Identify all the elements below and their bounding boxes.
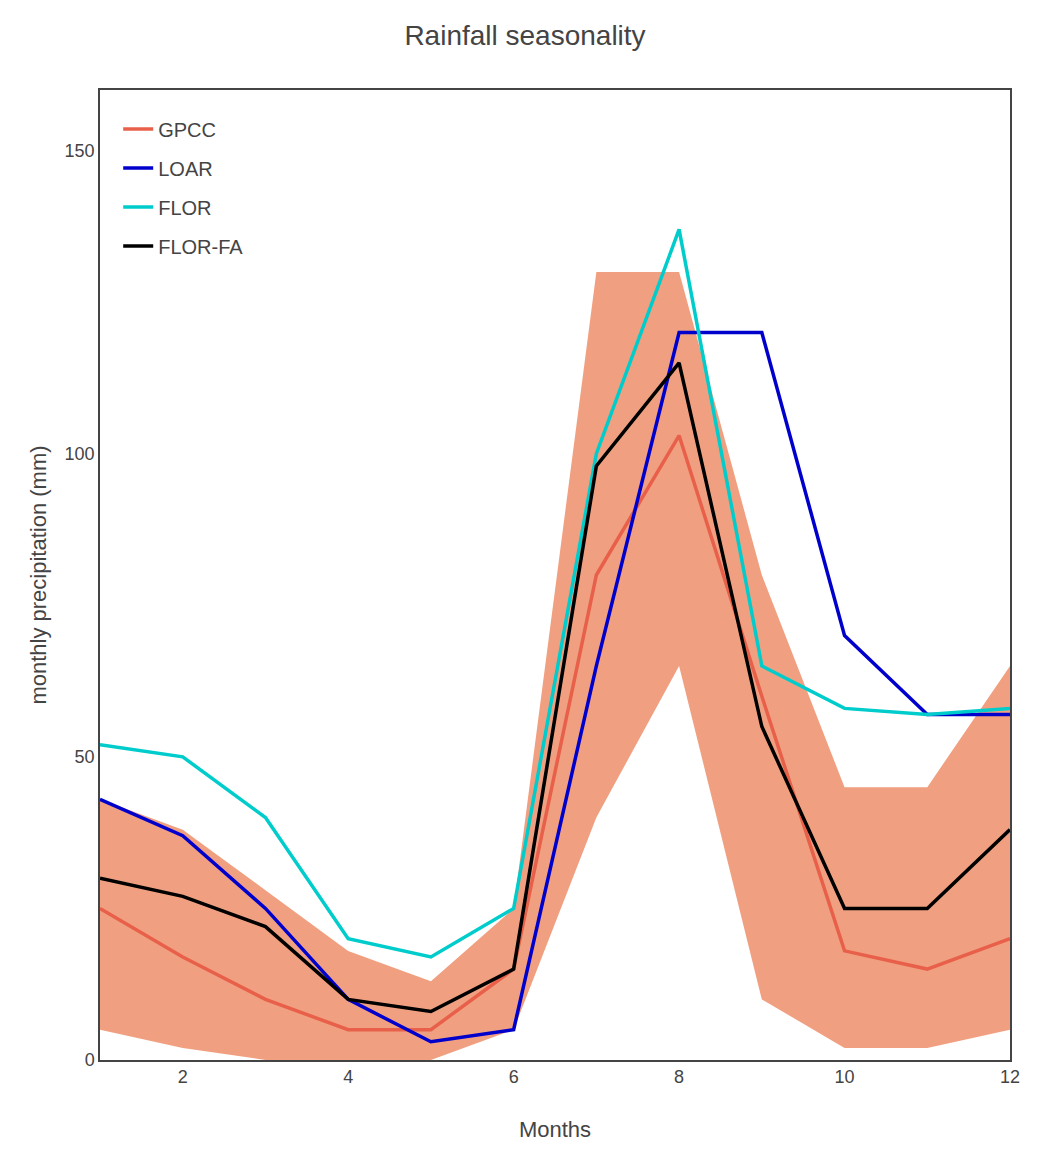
svg-text:monthly precipitation (mm): monthly precipitation (mm) — [26, 445, 51, 704]
svg-text:4: 4 — [343, 1067, 353, 1087]
svg-text:GPCC: GPCC — [158, 119, 216, 141]
svg-text:FLOR-FA: FLOR-FA — [158, 236, 243, 258]
svg-text:150: 150 — [65, 141, 95, 161]
svg-text:6: 6 — [509, 1067, 519, 1087]
svg-text:8: 8 — [674, 1067, 684, 1087]
svg-text:LOAR: LOAR — [158, 158, 212, 180]
svg-text:Months: Months — [519, 1117, 591, 1142]
svg-text:2: 2 — [178, 1067, 188, 1087]
svg-text:Rainfall seasonality: Rainfall seasonality — [404, 20, 645, 51]
svg-text:100: 100 — [65, 444, 95, 464]
svg-text:10: 10 — [835, 1067, 855, 1087]
svg-text:FLOR: FLOR — [158, 197, 211, 219]
svg-text:0: 0 — [85, 1050, 95, 1070]
svg-text:50: 50 — [75, 747, 95, 767]
svg-text:12: 12 — [1000, 1067, 1020, 1087]
